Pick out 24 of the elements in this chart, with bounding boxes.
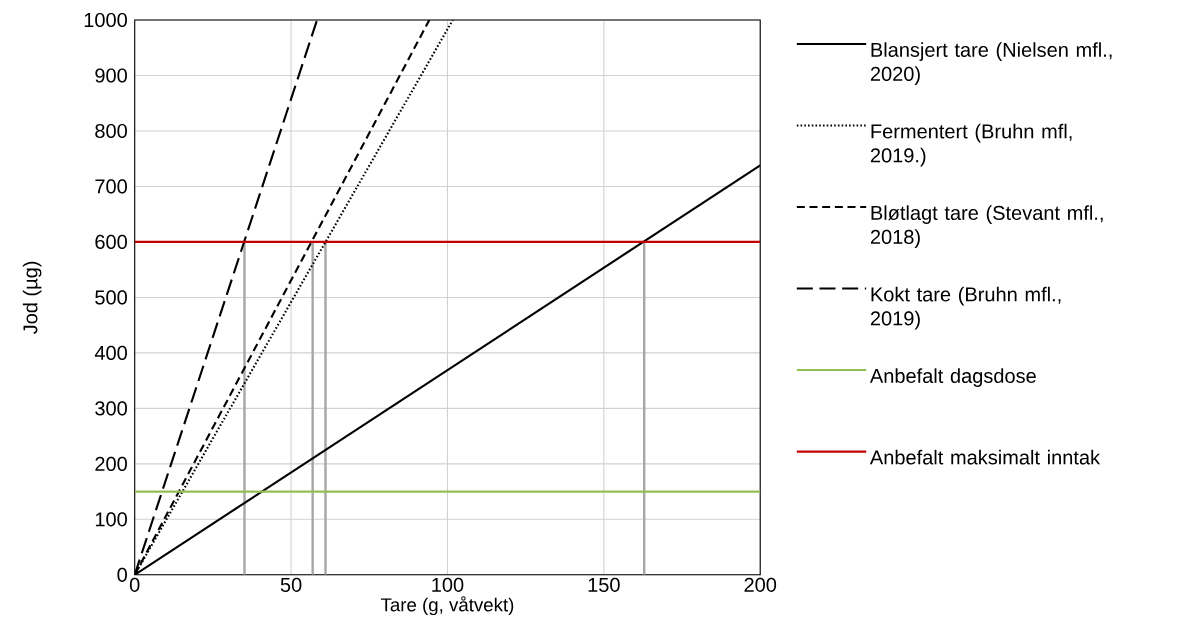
x-tick-label: 50 xyxy=(280,577,302,592)
y-tick-label: 600 xyxy=(95,234,127,249)
legend-label: Blansjert tare (Nielsen mfl., 2020) xyxy=(870,42,1112,85)
y-tick-label: 1000 xyxy=(84,12,127,27)
y-tick-label: 300 xyxy=(95,401,127,416)
x-axis-title: Tare (g, våtvekt) xyxy=(380,596,514,616)
y-tick-label: 500 xyxy=(95,290,127,305)
y-tick-label: 900 xyxy=(95,68,127,83)
x-tick-label: 150 xyxy=(588,577,620,592)
x-tick-label: 200 xyxy=(744,577,777,592)
legend-label: Fermentert (Bruhn mfl, 2019.) xyxy=(870,123,1072,167)
y-tick-label: 400 xyxy=(94,345,127,360)
x-tick-label: 0 xyxy=(129,577,140,592)
y-tick-label: 0 xyxy=(117,567,127,582)
y-tick-label: 100 xyxy=(95,512,127,527)
x-tick-label: 100 xyxy=(432,577,464,592)
legend-label: Kokt tare (Bruhn mfl., 2019) xyxy=(870,286,1061,330)
legend-label: Anbefalt dagsdose xyxy=(869,368,1036,387)
y-tick-label: 700 xyxy=(95,179,127,194)
y-tick-label: 200 xyxy=(95,456,127,471)
y-tick-label: 800 xyxy=(95,123,127,138)
legend-label: Bløtlagt tare (Stevant mfl., 2018) xyxy=(870,205,1103,248)
legend-label: Anbefalt maksimalt inntak xyxy=(869,449,1101,465)
y-axis-title: Jod (µg) xyxy=(22,261,42,334)
